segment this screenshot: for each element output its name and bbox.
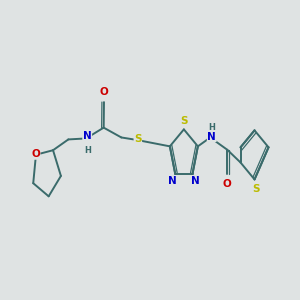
Text: N: N [191,176,200,186]
Text: S: S [180,116,188,126]
Text: N: N [207,131,216,142]
Text: O: O [31,149,40,159]
Text: H: H [208,123,215,132]
Text: N: N [168,176,177,186]
Text: O: O [223,179,232,189]
Text: H: H [84,146,91,155]
Text: S: S [134,134,142,144]
Text: S: S [252,184,260,194]
Text: N: N [83,131,92,141]
Text: O: O [100,87,108,97]
